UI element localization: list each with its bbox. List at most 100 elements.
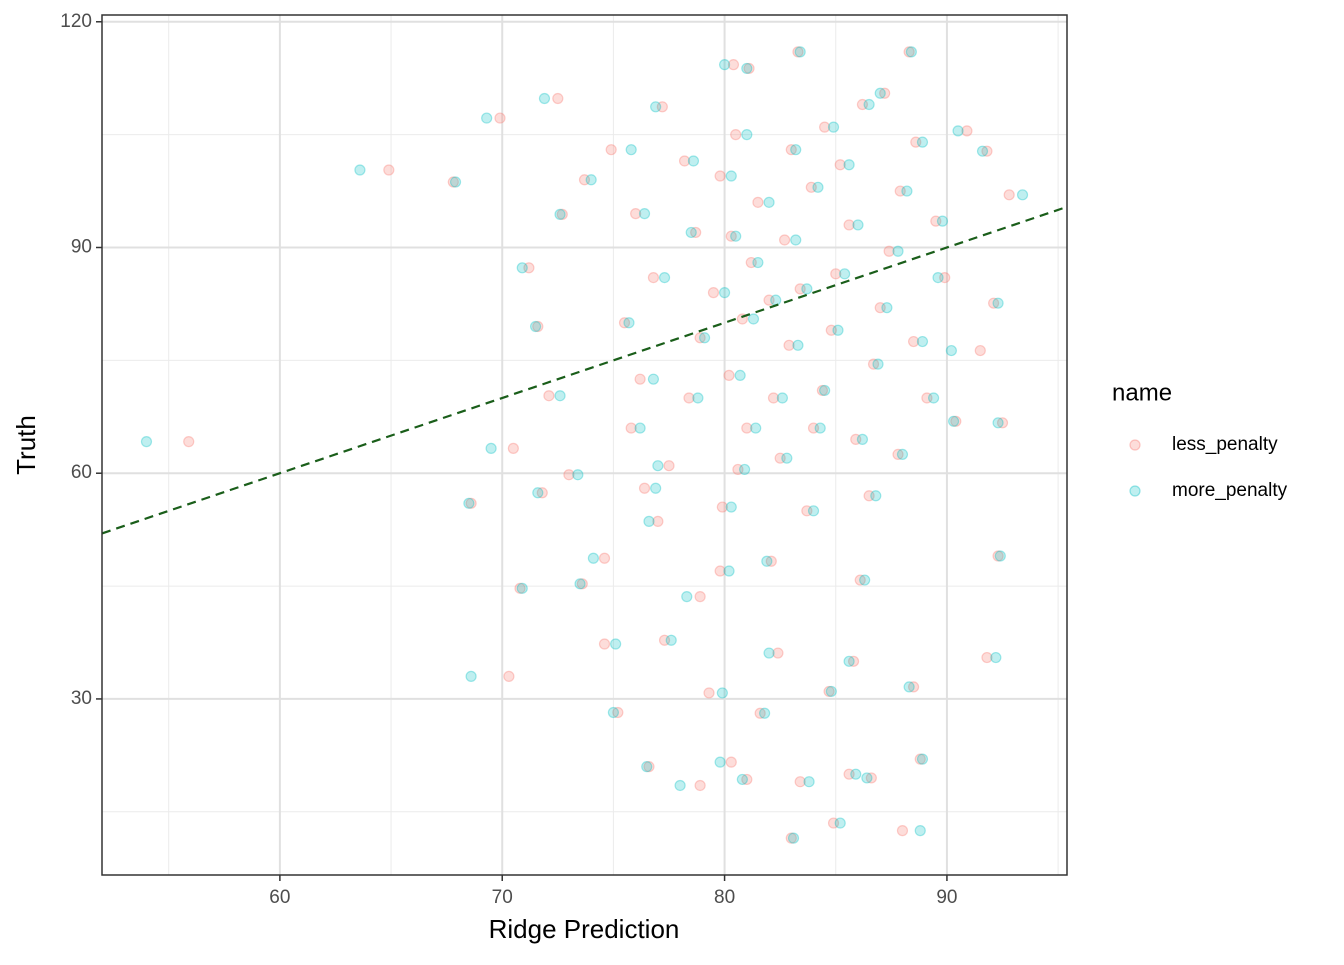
point <box>663 460 675 472</box>
point <box>994 550 1006 562</box>
point <box>863 98 875 111</box>
point <box>532 320 544 333</box>
point <box>930 215 942 227</box>
point <box>714 756 726 768</box>
point <box>481 112 493 124</box>
point <box>516 262 528 274</box>
point <box>714 565 726 577</box>
point <box>605 144 617 156</box>
point <box>790 144 802 156</box>
point <box>598 552 611 564</box>
point <box>794 283 806 295</box>
point <box>785 832 797 844</box>
y-tick-label: 30 <box>71 688 92 709</box>
point <box>927 392 940 404</box>
point <box>572 469 584 481</box>
point <box>730 230 742 242</box>
point <box>825 324 837 336</box>
plot-border <box>101 14 1068 876</box>
point <box>901 185 913 197</box>
point <box>832 324 844 336</box>
x-axis-label: Ridge Prediction <box>489 914 680 944</box>
y-tick-label: 60 <box>71 462 92 483</box>
point <box>741 422 753 434</box>
x-tick-label: 90 <box>936 887 957 908</box>
point <box>761 555 773 567</box>
point <box>725 170 737 182</box>
point <box>874 87 886 99</box>
point <box>894 185 906 197</box>
point <box>741 129 753 141</box>
point <box>945 344 957 357</box>
point <box>759 707 771 719</box>
point <box>839 268 851 280</box>
point <box>794 776 806 788</box>
point <box>767 392 780 404</box>
point <box>765 555 777 567</box>
point <box>774 452 786 464</box>
point <box>892 245 904 257</box>
point <box>914 825 926 837</box>
point <box>523 262 535 274</box>
point <box>903 681 915 693</box>
legend-label: less_penalty <box>1172 434 1278 455</box>
point <box>718 287 731 299</box>
point <box>692 392 704 404</box>
point <box>921 392 933 404</box>
point <box>507 442 519 454</box>
point <box>981 145 993 157</box>
point <box>641 761 653 773</box>
point <box>903 46 915 58</box>
point <box>598 638 611 650</box>
point <box>752 196 764 208</box>
point <box>881 302 893 314</box>
point <box>948 415 960 427</box>
point <box>952 125 964 137</box>
point <box>747 313 760 325</box>
point <box>665 634 677 646</box>
point <box>723 369 735 382</box>
point <box>738 463 751 476</box>
point <box>694 779 706 792</box>
point <box>896 448 909 461</box>
point <box>916 753 929 765</box>
point <box>834 817 846 829</box>
point <box>656 101 668 113</box>
point <box>752 256 764 269</box>
point <box>1016 189 1029 201</box>
point <box>936 215 949 227</box>
point <box>916 335 929 348</box>
point <box>514 582 526 594</box>
point <box>992 297 1004 309</box>
point <box>634 373 646 385</box>
point <box>883 245 895 257</box>
point <box>574 578 586 590</box>
point <box>981 651 993 664</box>
point <box>741 62 753 75</box>
point <box>819 121 831 133</box>
point <box>852 219 864 231</box>
point <box>576 578 588 590</box>
point <box>843 655 855 667</box>
point <box>634 422 646 434</box>
point <box>872 358 884 370</box>
point <box>914 753 926 765</box>
point <box>867 358 880 370</box>
point <box>803 776 815 788</box>
point <box>554 208 566 220</box>
point <box>183 436 195 448</box>
point <box>763 196 775 208</box>
point <box>556 208 568 220</box>
point <box>683 392 695 404</box>
point <box>812 181 824 193</box>
point <box>896 825 909 837</box>
point <box>907 335 920 348</box>
series <box>140 46 1029 844</box>
point <box>856 98 869 111</box>
point <box>465 670 477 682</box>
point <box>974 344 986 357</box>
point <box>623 317 635 329</box>
point <box>905 46 917 58</box>
